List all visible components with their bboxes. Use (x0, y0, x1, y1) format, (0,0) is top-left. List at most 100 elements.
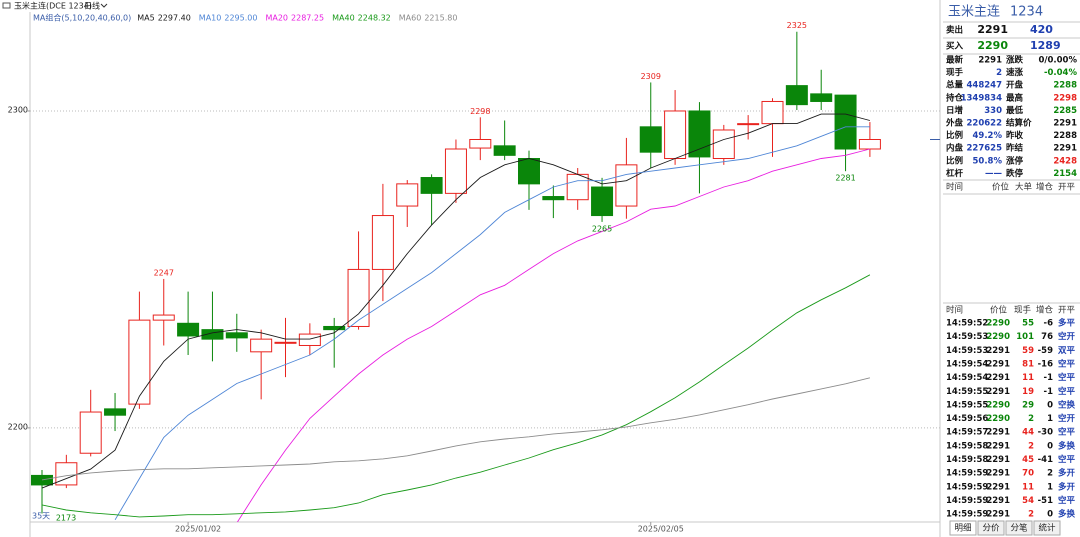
stat-value: 2 (996, 68, 1002, 78)
candle-body (737, 123, 760, 126)
tick-time: 14:59:56 (946, 414, 988, 424)
tick-price: 2291 (986, 510, 1010, 520)
panel-code: 1234 (1010, 5, 1043, 20)
tick-type: 多换 (1058, 509, 1076, 520)
menu-icon[interactable] (2, 2, 11, 9)
ma-value: 2295.00 (224, 14, 257, 23)
high-label: 2298 (470, 107, 490, 116)
candle-body (420, 177, 443, 194)
candle-body (250, 338, 273, 353)
candle-body (444, 148, 467, 194)
tick-oi-change: 76 (1041, 332, 1053, 342)
low-label: 2173 (56, 514, 76, 523)
tick-oi-change: 0 (1047, 400, 1053, 410)
column-header: 增仓 (1036, 182, 1054, 193)
stat-value: 227625 (967, 144, 1003, 154)
tab[interactable] (1005, 520, 1033, 536)
period[interactable]: 日线 (84, 1, 100, 11)
tick-type: 空平 (1058, 495, 1076, 506)
candle-body (371, 215, 394, 270)
candle-body (834, 94, 857, 150)
tab[interactable] (949, 520, 977, 536)
tab-label[interactable]: 明细 (954, 523, 971, 534)
tab[interactable] (977, 520, 1005, 536)
tick-time: 14:59:54 (946, 359, 988, 369)
x-tick-label: 2025/01/02 (175, 525, 221, 534)
candle-body (201, 329, 224, 340)
candle-body (493, 145, 516, 156)
ma-group[interactable]: MA组合(5,10,20,40,60,0) (33, 13, 131, 23)
column-header: 开平 (1058, 306, 1076, 316)
column-header: 价位 (990, 305, 1008, 316)
tick-type: 空开 (1058, 331, 1076, 342)
quote-label: 买入 (946, 42, 964, 52)
high-label: 2247 (154, 268, 174, 277)
candle-body (177, 322, 200, 337)
symbol[interactable]: 玉米主连(DCE 1234) (14, 1, 92, 11)
tick-time: 14:59:55 (946, 400, 988, 410)
tick-oi-change: 0 (1047, 510, 1053, 520)
tick-type: 多换 (1058, 440, 1076, 451)
ma-value: 2297.40 (158, 14, 191, 23)
tick-volume: 45 (1022, 455, 1034, 465)
tick-time: 14:59:58 (946, 455, 988, 465)
tick-type: 多开 (1058, 481, 1076, 492)
tick-volume: 54 (1022, 496, 1034, 506)
stat-label: 最低 (1006, 105, 1024, 116)
candle-body (785, 85, 808, 106)
stat-value: 0/0.00% (1038, 56, 1077, 66)
stat-value: 50.8% (973, 156, 1003, 166)
tick-oi-change: -41 (1038, 455, 1053, 465)
tab-label[interactable]: 统计 (1038, 523, 1056, 534)
y-tick-label: 2300 (8, 105, 28, 114)
tab[interactable] (1033, 520, 1061, 536)
tick-oi-change: 1 (1047, 414, 1053, 424)
ma-value: 2287.25 (291, 14, 324, 23)
stat-value: -0.04% (1044, 68, 1077, 78)
tick-volume: 81 (1022, 359, 1034, 369)
tick-price: 2291 (986, 373, 1010, 383)
stat-label: 涨跌 (1006, 55, 1024, 66)
stat-label: 比例 (946, 155, 964, 166)
tick-price: 2291 (986, 496, 1010, 506)
tab-label[interactable]: 分笔 (1010, 523, 1028, 534)
tick-time: 14:59:53 (946, 332, 988, 342)
candle-body (128, 319, 151, 405)
tick-price: 2291 (986, 455, 1010, 465)
tick-volume: 11 (1022, 373, 1034, 383)
candle-body (225, 332, 248, 339)
tick-time: 14:59:59 (946, 496, 988, 506)
tab-label[interactable]: 分价 (982, 524, 1000, 534)
tick-price: 2291 (986, 482, 1010, 492)
ma-name: MA10 (199, 14, 222, 23)
tick-oi-change: 0 (1047, 441, 1053, 451)
ma-line (41, 274, 871, 518)
stat-label: 比例 (946, 130, 964, 141)
stat-label: 跌停 (1006, 168, 1024, 179)
tick-volume: 55 (1022, 319, 1034, 329)
panel-title: 玉米主连 (948, 4, 1000, 20)
candle-body (31, 474, 53, 486)
tick-time: 14:59:55 (946, 387, 988, 397)
candle-body (639, 126, 662, 153)
quote-price: 2290 (977, 39, 1008, 52)
tick-price: 2291 (986, 359, 1010, 369)
stat-value: 2291 (1053, 144, 1077, 154)
tick-time: 14:59:59 (946, 510, 988, 520)
candle-body (518, 158, 540, 185)
tick-type: 空开 (1058, 413, 1076, 424)
candle-body (347, 268, 370, 327)
tick-volume: 70 (1022, 469, 1034, 479)
tick-oi-change: 1 (1047, 482, 1053, 492)
candle-body (79, 411, 102, 454)
stat-value: 220622 (967, 119, 1003, 129)
tick-price: 2290 (986, 414, 1010, 424)
tick-volume: 29 (1022, 400, 1034, 410)
tick-price: 2290 (986, 319, 1010, 329)
candle-body (298, 333, 321, 346)
period-count: 35天 (32, 512, 50, 521)
stat-value: 2428 (1053, 156, 1077, 166)
period-dropdown[interactable] (100, 3, 108, 8)
tick-oi-change: -1 (1044, 373, 1054, 383)
stat-label: 昨结 (1006, 143, 1024, 154)
